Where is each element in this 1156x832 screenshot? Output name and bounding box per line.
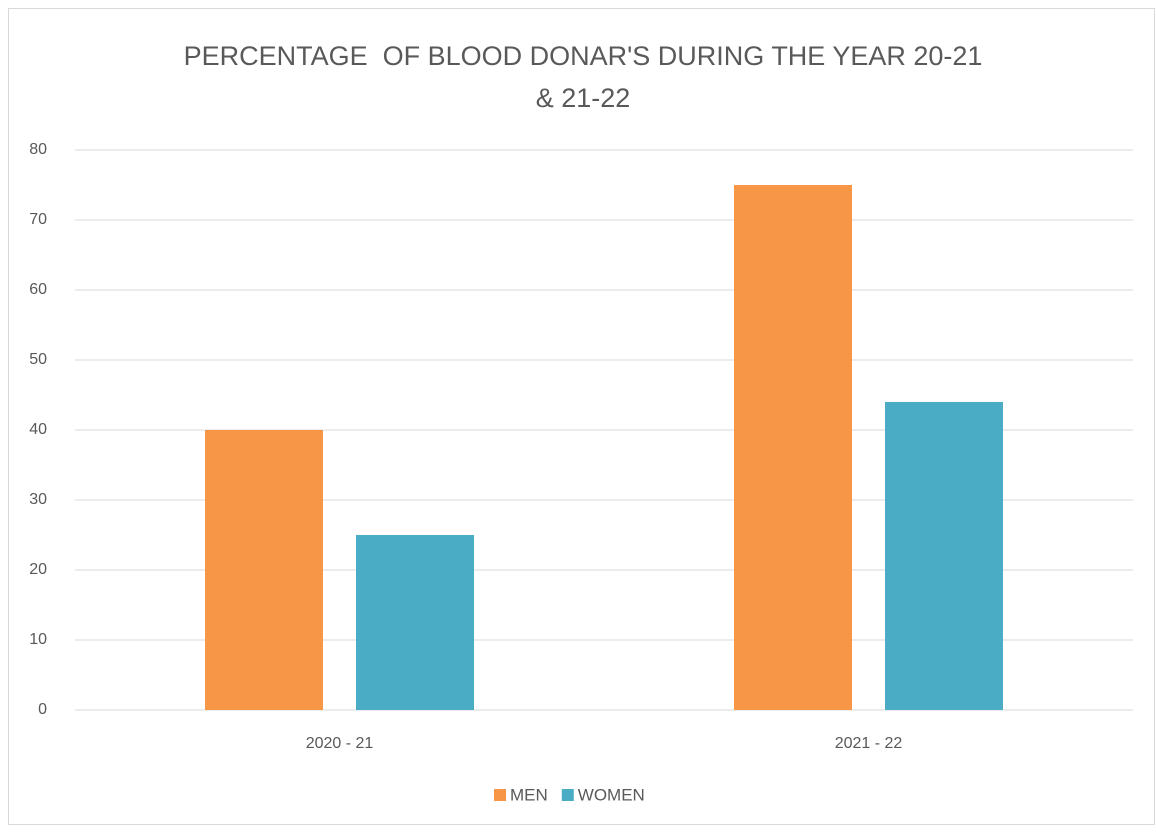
y-tick-label: 10 [29, 631, 47, 648]
y-tick-label: 70 [29, 211, 47, 228]
legend-label: MEN [510, 785, 548, 804]
x-tick-label: 2020 - 21 [306, 735, 374, 752]
chart-title: PERCENTAGE OF BLOOD DONAR'S DURING THE Y… [184, 41, 983, 71]
legend-swatch [494, 789, 506, 801]
bar [356, 535, 474, 710]
legend-label: WOMEN [578, 785, 645, 804]
y-tick-label: 0 [38, 701, 47, 718]
bar [205, 430, 323, 710]
y-tick-label: 20 [29, 561, 47, 578]
y-tick-label: 60 [29, 281, 47, 298]
y-tick-label: 80 [29, 141, 47, 158]
y-tick-label: 50 [29, 351, 47, 368]
legend-swatch [561, 789, 574, 801]
chart-title: & 21-22 [536, 83, 631, 113]
x-tick-label: 2021 - 22 [835, 735, 903, 752]
y-tick-label: 40 [29, 421, 47, 438]
y-tick-label: 30 [29, 491, 47, 508]
bar [734, 185, 852, 710]
bar [885, 402, 1003, 710]
